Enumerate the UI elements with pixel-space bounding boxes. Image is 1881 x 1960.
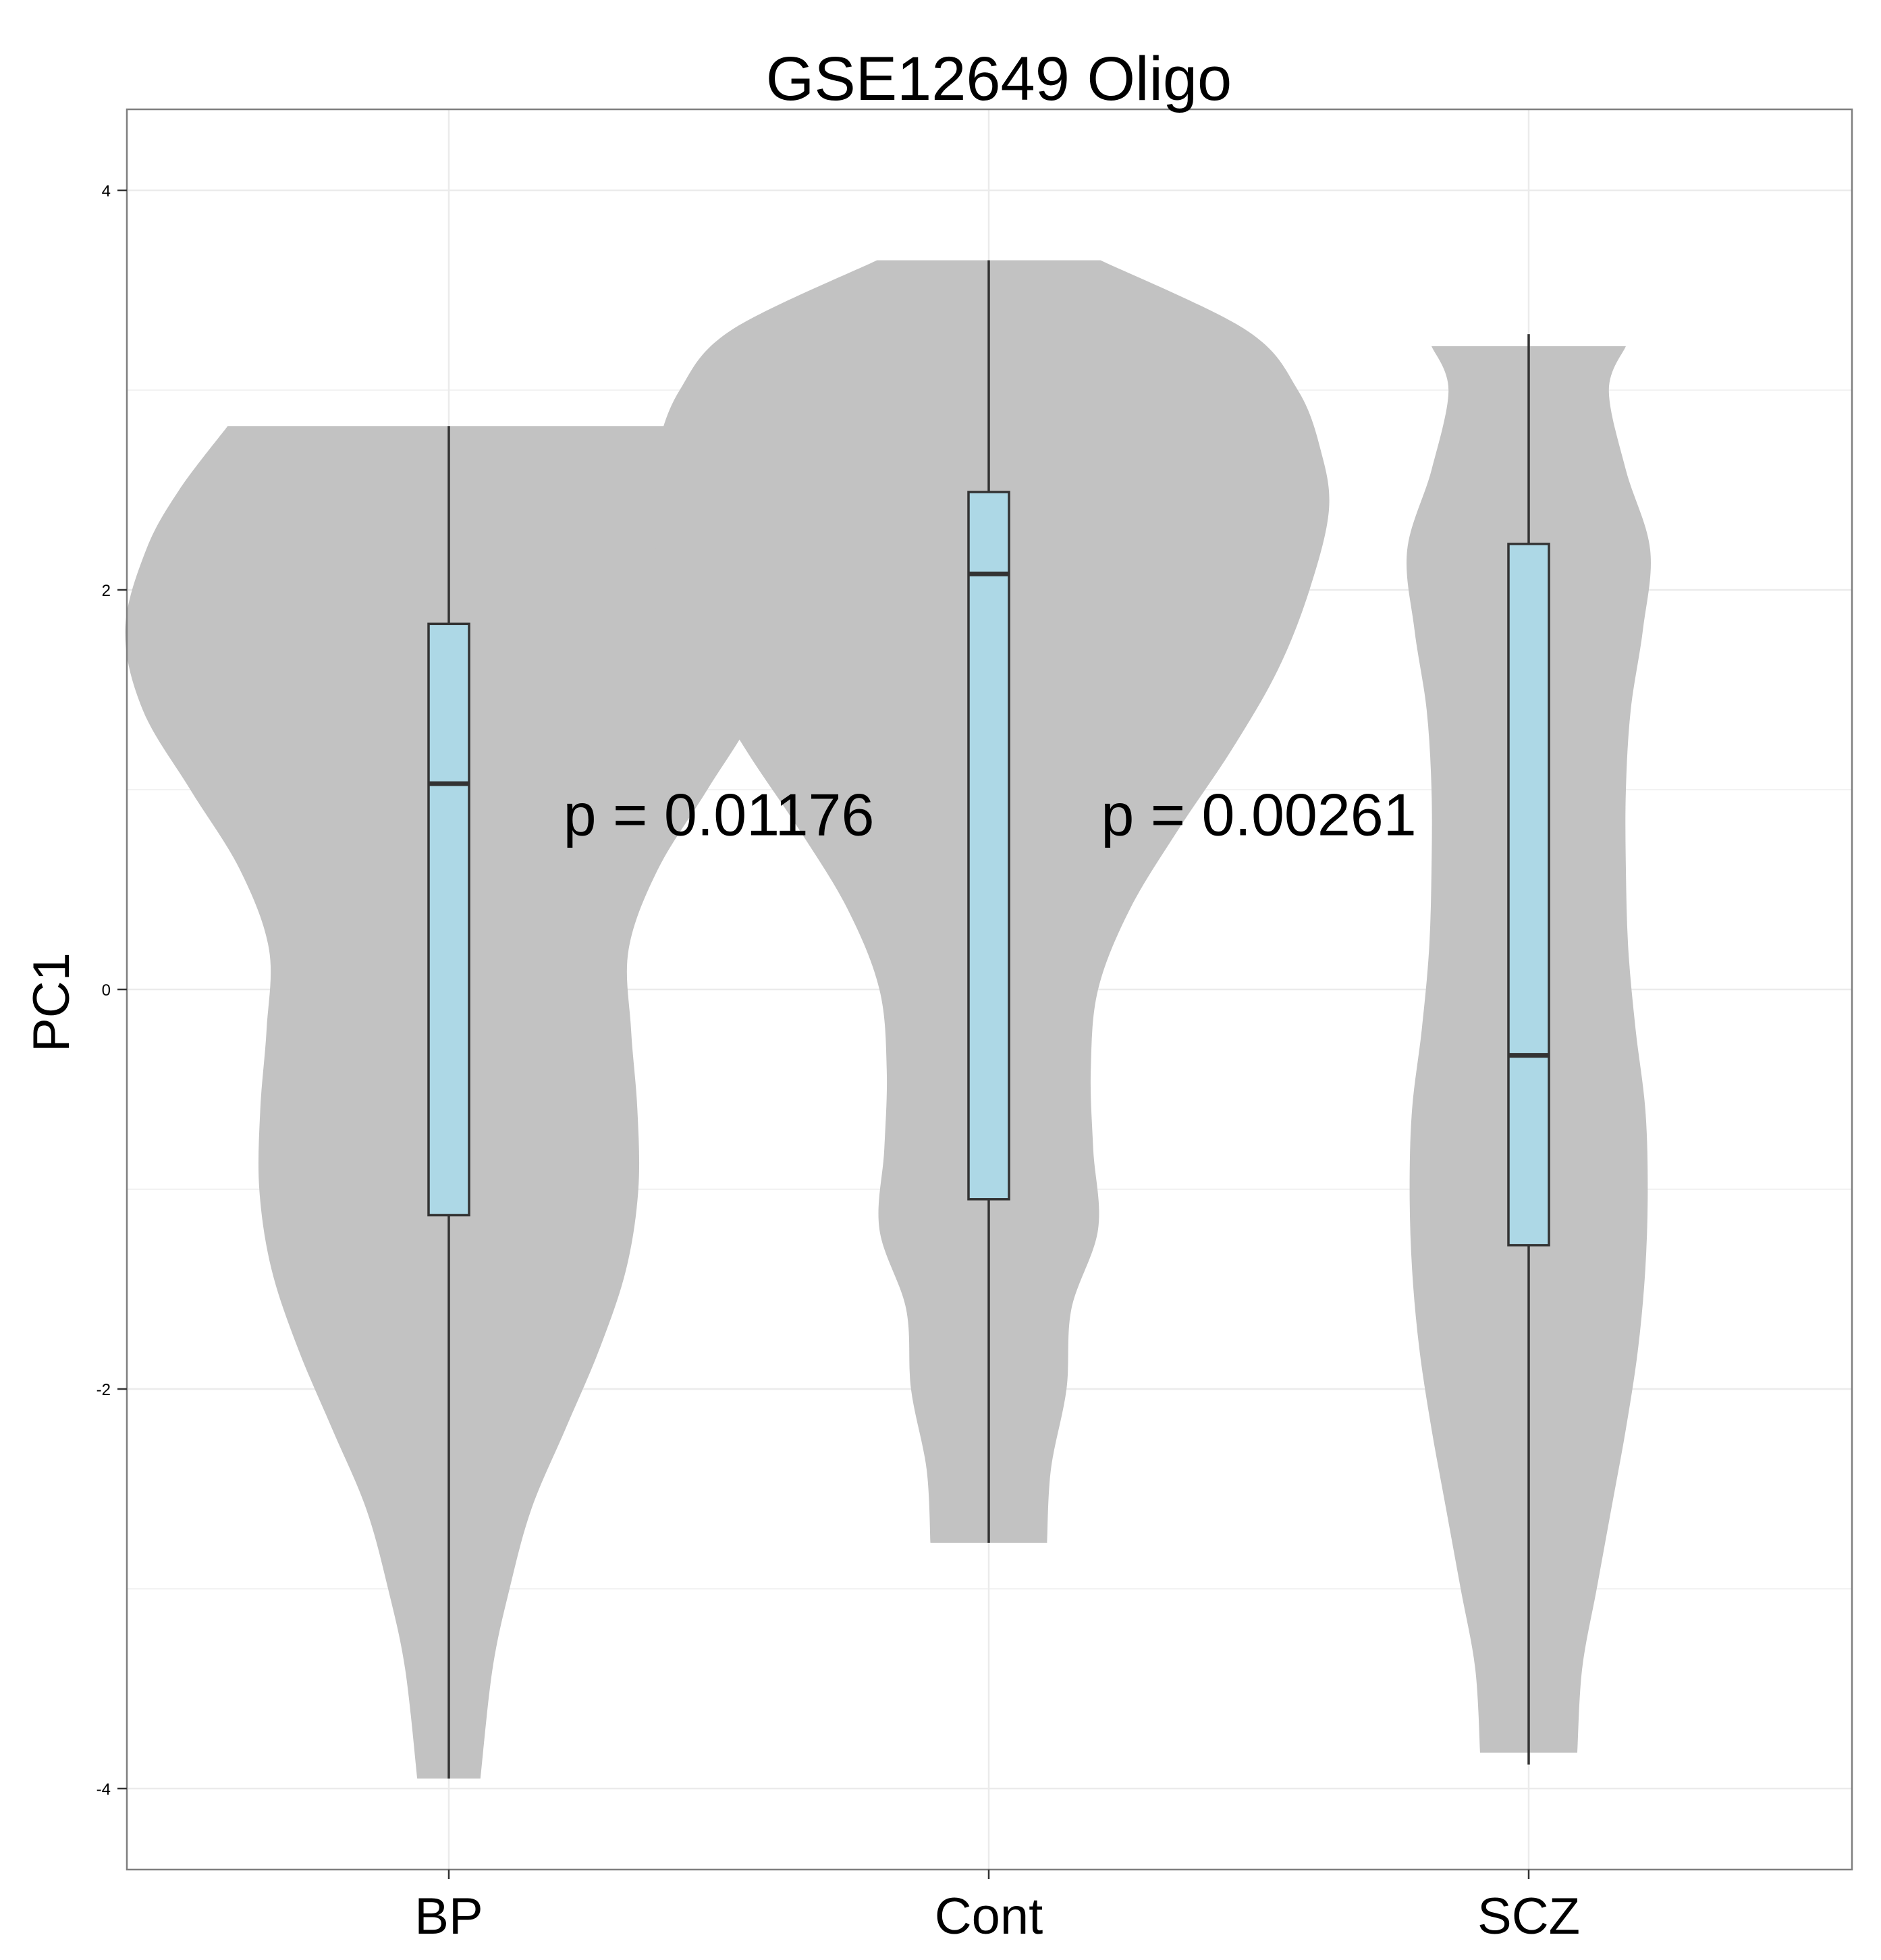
y-tick-label: -4 <box>97 1780 111 1799</box>
y-axis-label: PC1 <box>23 952 80 1052</box>
box-bp <box>427 622 470 1217</box>
y-tick-label: 0 <box>102 981 111 1000</box>
x-tick-label: Cont <box>935 1888 1043 1945</box>
p-value-annotation: p = 0.01176 <box>564 782 875 848</box>
p-value-annotation: p = 0.00261 <box>1101 782 1416 848</box>
y-tick-label: -2 <box>97 1381 111 1399</box>
x-tick-label: BP <box>414 1888 483 1945</box>
box-cont <box>967 491 1010 1201</box>
y-tick-label: 2 <box>102 582 111 600</box>
axis-layer: 4 2 0 -2 -4 BP Cont SCZ <box>97 182 1580 1945</box>
box-layer <box>427 260 1550 1779</box>
y-tick-label: 4 <box>102 182 111 200</box>
x-tick-label: SCZ <box>1477 1888 1580 1945</box>
box-scz <box>1507 543 1550 1247</box>
annotation-layer: p = 0.01176 p = 0.00261 <box>564 782 1417 848</box>
chart-title: GSE12649 Oligo <box>766 45 1232 113</box>
